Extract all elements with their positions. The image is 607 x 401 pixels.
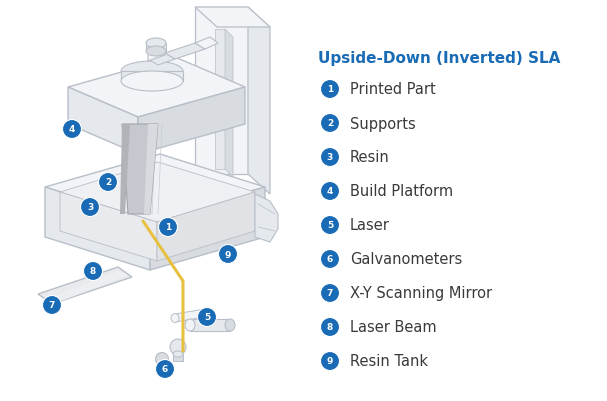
Text: 4: 4: [327, 187, 333, 196]
Text: 3: 3: [87, 203, 93, 212]
Text: Laser Beam: Laser Beam: [350, 320, 436, 335]
Circle shape: [320, 318, 339, 337]
Text: 7: 7: [327, 289, 333, 298]
Polygon shape: [122, 125, 158, 215]
Polygon shape: [195, 8, 270, 28]
Polygon shape: [60, 192, 157, 261]
Text: 6: 6: [162, 365, 168, 374]
Polygon shape: [165, 44, 205, 60]
Ellipse shape: [173, 351, 183, 357]
Polygon shape: [215, 30, 225, 170]
Text: 6: 6: [327, 255, 333, 264]
Text: 4: 4: [69, 125, 75, 134]
Text: 3: 3: [327, 153, 333, 162]
Polygon shape: [38, 267, 132, 304]
Text: 8: 8: [327, 323, 333, 332]
Polygon shape: [190, 319, 230, 331]
Text: 2: 2: [105, 178, 111, 187]
Circle shape: [320, 250, 339, 269]
Polygon shape: [120, 125, 130, 215]
Circle shape: [155, 360, 174, 379]
Polygon shape: [248, 8, 270, 194]
Circle shape: [320, 284, 339, 303]
Circle shape: [320, 148, 339, 167]
Ellipse shape: [146, 39, 166, 49]
Ellipse shape: [121, 62, 183, 82]
Circle shape: [42, 296, 61, 315]
Text: X-Y Scanning Mirror: X-Y Scanning Mirror: [350, 286, 492, 301]
Polygon shape: [144, 125, 158, 215]
Text: Printed Part: Printed Part: [350, 82, 436, 97]
Polygon shape: [138, 88, 245, 155]
Ellipse shape: [171, 314, 179, 323]
Polygon shape: [146, 44, 166, 52]
Polygon shape: [157, 192, 255, 261]
Text: Resin Tank: Resin Tank: [350, 354, 428, 369]
Text: Supports: Supports: [350, 116, 416, 131]
Ellipse shape: [146, 47, 166, 57]
Circle shape: [320, 114, 339, 133]
Polygon shape: [225, 30, 233, 178]
Text: 9: 9: [225, 250, 231, 259]
Circle shape: [84, 262, 103, 281]
Polygon shape: [68, 58, 245, 118]
Polygon shape: [148, 44, 165, 62]
Circle shape: [98, 173, 118, 192]
Polygon shape: [148, 54, 175, 66]
Polygon shape: [68, 88, 138, 155]
Text: 2: 2: [327, 119, 333, 128]
Polygon shape: [121, 72, 183, 82]
Circle shape: [320, 216, 339, 235]
Circle shape: [320, 80, 339, 99]
Circle shape: [81, 198, 100, 217]
Circle shape: [320, 352, 339, 371]
Polygon shape: [195, 38, 218, 50]
Text: 7: 7: [49, 301, 55, 310]
Polygon shape: [175, 309, 205, 322]
Polygon shape: [52, 271, 128, 301]
Polygon shape: [45, 155, 265, 221]
Text: 5: 5: [204, 313, 210, 322]
Circle shape: [197, 308, 217, 327]
Text: 1: 1: [165, 223, 171, 232]
Circle shape: [320, 182, 339, 201]
Text: 1: 1: [327, 85, 333, 94]
Circle shape: [219, 245, 237, 264]
Ellipse shape: [155, 352, 169, 366]
Ellipse shape: [185, 319, 195, 331]
Ellipse shape: [170, 339, 186, 355]
Text: Build Platform: Build Platform: [350, 184, 453, 199]
Text: Galvanometers: Galvanometers: [350, 252, 463, 267]
Polygon shape: [173, 354, 183, 361]
Polygon shape: [255, 194, 278, 242]
Polygon shape: [60, 162, 255, 223]
Text: Laser: Laser: [350, 218, 390, 233]
Text: Upside-Down (Inverted) SLA: Upside-Down (Inverted) SLA: [318, 51, 560, 65]
Text: 8: 8: [90, 267, 96, 276]
Ellipse shape: [225, 319, 235, 331]
Circle shape: [63, 120, 81, 139]
Text: Resin: Resin: [350, 150, 390, 165]
Text: 9: 9: [327, 356, 333, 366]
Circle shape: [158, 218, 177, 237]
Polygon shape: [150, 188, 265, 270]
Text: 5: 5: [327, 221, 333, 230]
Polygon shape: [195, 8, 248, 174]
Ellipse shape: [121, 72, 183, 92]
Polygon shape: [45, 188, 150, 270]
